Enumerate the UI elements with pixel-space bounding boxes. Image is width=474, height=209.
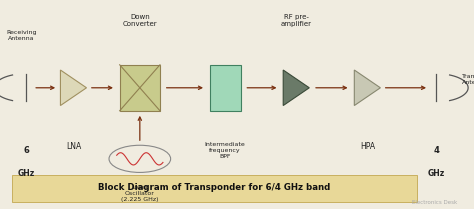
Text: Block Diagram of Transponder for 6/4 GHz band: Block Diagram of Transponder for 6/4 GHz…: [98, 182, 330, 192]
Text: 4: 4: [433, 146, 439, 155]
Text: Down
Converter: Down Converter: [122, 14, 157, 27]
Bar: [119, 65, 160, 111]
Text: 6: 6: [23, 146, 29, 155]
Text: RF pre-
amplifier: RF pre- amplifier: [281, 14, 312, 27]
Bar: [12, 175, 417, 202]
Polygon shape: [283, 70, 309, 106]
Text: LNA: LNA: [66, 142, 81, 151]
Text: GHz: GHz: [18, 169, 35, 178]
Text: Receiving
Antenna: Receiving Antenna: [6, 30, 36, 41]
Text: Local
Oscillator
(2.225 GHz): Local Oscillator (2.225 GHz): [121, 185, 159, 202]
Text: GHz: GHz: [428, 169, 445, 178]
Circle shape: [109, 145, 171, 172]
Polygon shape: [354, 70, 380, 106]
Text: Electronics Desk: Electronics Desk: [412, 200, 457, 205]
Bar: [210, 65, 241, 111]
Text: HPA: HPA: [360, 142, 375, 151]
Text: Intermediate
frequency
BPF: Intermediate frequency BPF: [205, 142, 246, 159]
Polygon shape: [61, 70, 86, 106]
Text: Transmitting
Antenna: Transmitting Antenna: [462, 74, 474, 85]
